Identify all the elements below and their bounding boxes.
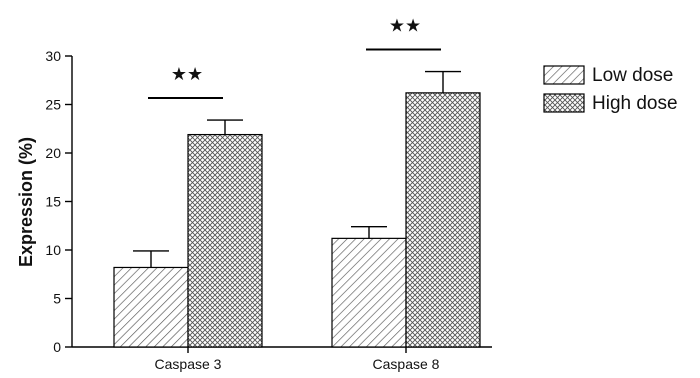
- significance-stars: ★★: [389, 16, 421, 37]
- significance-annotations: ★★ ★★: [148, 16, 441, 100]
- y-tick-label: 0: [53, 339, 61, 355]
- y-tick-label: 20: [45, 145, 61, 161]
- legend-label: High dose: [592, 93, 678, 114]
- legend-label: Low dose: [592, 65, 673, 86]
- x-category-label: Caspase 8: [373, 356, 440, 372]
- significance-stars: ★★: [171, 64, 203, 85]
- x-category-label: Caspase 3: [155, 356, 222, 372]
- y-tick-label: 25: [45, 97, 61, 113]
- y-tick-label: 10: [45, 242, 61, 258]
- y-tick-label: 30: [45, 48, 61, 64]
- legend: Low dose High dose: [543, 65, 678, 114]
- y-tick-label: 5: [53, 291, 61, 307]
- bars: [113, 70, 481, 348]
- legend-swatch: [543, 65, 585, 85]
- x-axis: Caspase 3 Caspase 8: [72, 346, 492, 372]
- bar-low-dose-caspase-8: [331, 237, 407, 348]
- y-axis-label: Expression (%): [16, 137, 36, 267]
- bar-high-dose-caspase-3: [187, 133, 263, 348]
- bar-high-dose-caspase-8: [405, 92, 481, 348]
- legend-swatch: [543, 93, 585, 113]
- y-tick-label: 15: [45, 194, 61, 210]
- y-axis: 0 5 10 15 20 25 30: [45, 48, 73, 355]
- bar-low-dose-caspase-3: [113, 266, 189, 348]
